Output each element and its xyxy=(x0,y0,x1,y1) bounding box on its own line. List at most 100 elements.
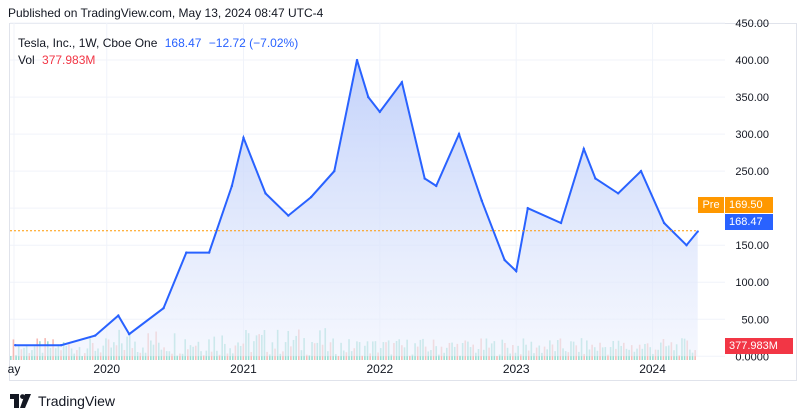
y-tick-label: 100.00 xyxy=(735,277,769,289)
volume-bar xyxy=(369,353,371,360)
y-tick-label: 400.00 xyxy=(735,55,769,67)
volume-bar xyxy=(279,353,282,360)
price-points xyxy=(14,58,699,347)
x-tick-label: ay xyxy=(8,362,21,376)
volume-bar xyxy=(459,355,461,360)
volume-bar xyxy=(231,353,234,360)
legend-volume-row: Vol 377.983M xyxy=(18,53,95,67)
x-tick-label: 2020 xyxy=(93,362,120,376)
volume-bar xyxy=(443,352,445,360)
price-point xyxy=(435,184,438,188)
pre-market-badge: Pre xyxy=(698,197,724,213)
price-point xyxy=(117,314,120,317)
volume-bar xyxy=(390,354,393,360)
price-point xyxy=(355,58,359,62)
volume-bar xyxy=(171,353,173,360)
price-point xyxy=(378,110,382,114)
y-tick-label: 50.00 xyxy=(741,314,769,326)
volume-bar xyxy=(176,355,179,360)
volume-bar xyxy=(337,355,340,360)
volume-bar xyxy=(361,355,364,360)
legend-change: −12.72 (−7.02%) xyxy=(208,36,299,50)
price-point xyxy=(503,258,506,262)
volume-bar xyxy=(181,353,184,360)
y-tick-label: 450.00 xyxy=(735,18,769,30)
volume-bar xyxy=(28,353,31,360)
volume-bar xyxy=(475,352,477,360)
price-point xyxy=(287,214,290,217)
volume-bar xyxy=(144,352,147,360)
volume-bar xyxy=(179,353,181,360)
volume-bar xyxy=(12,339,15,360)
y-tick-label: 150.00 xyxy=(735,240,769,252)
volume-bar xyxy=(509,353,511,360)
volume-bar xyxy=(411,354,414,360)
volume-bar xyxy=(73,353,76,360)
price-point xyxy=(162,306,165,310)
volume-bar xyxy=(83,353,86,360)
legend-last: 168.47 xyxy=(164,36,202,50)
price-point xyxy=(423,177,426,180)
volume-bar xyxy=(226,353,229,360)
price-area xyxy=(15,60,698,357)
price-point xyxy=(309,195,313,199)
price-point xyxy=(264,192,267,195)
y-tick-label: 0.0000 xyxy=(735,351,769,363)
volume-bar xyxy=(218,354,221,360)
volume-bar xyxy=(691,352,694,360)
y-tick-label: 250.00 xyxy=(735,166,769,178)
legend-vol-value: 377.983M xyxy=(42,53,96,67)
price-point xyxy=(333,169,336,173)
price-point xyxy=(207,251,211,254)
price-point xyxy=(582,147,586,151)
x-tick-label: 2024 xyxy=(639,362,666,376)
volume-bar xyxy=(519,354,522,360)
footer-brand-label: TradingView xyxy=(38,393,116,409)
price-point xyxy=(526,206,529,210)
volume-bar xyxy=(498,354,501,360)
volume-bar xyxy=(533,353,535,360)
legend-symbol: Tesla, Inc., 1W, Cboe One xyxy=(18,36,158,50)
pre-market-price-tag: 169.50 xyxy=(725,197,773,213)
volume-bar xyxy=(15,354,17,360)
x-tick-label: 2023 xyxy=(503,362,530,376)
price-point xyxy=(127,332,131,336)
price-point xyxy=(696,230,699,233)
y-axis: 450.00400.00350.00300.00250.00200.00150.… xyxy=(735,18,769,363)
legend-symbol-row: Tesla, Inc., 1W, Cboe One 168.47 −12.72 … xyxy=(18,36,298,50)
volume-bar xyxy=(607,354,609,360)
price-point xyxy=(230,184,234,188)
x-tick-label: 2021 xyxy=(230,362,257,376)
volume-bar xyxy=(268,354,271,360)
volume-bar xyxy=(81,355,83,360)
volume-bar xyxy=(583,353,585,360)
volume-bar xyxy=(496,355,498,360)
volume-bar xyxy=(10,356,12,360)
volume-bar xyxy=(305,354,308,360)
price-point xyxy=(514,269,518,273)
volume-bar xyxy=(139,352,142,360)
volume-bar xyxy=(652,353,654,360)
price-point xyxy=(559,221,563,225)
price-point xyxy=(685,243,688,247)
price-point xyxy=(480,199,484,202)
price-point xyxy=(242,136,245,140)
published-caption: Published on TradingView.com, May 13, 20… xyxy=(8,6,324,20)
volume-bar xyxy=(541,352,543,360)
volume-price-tag: 377.983M xyxy=(725,338,793,354)
price-point xyxy=(185,251,188,254)
legend-vol-label: Vol xyxy=(18,53,35,67)
price-point xyxy=(616,192,620,195)
volume-bar xyxy=(41,352,44,360)
volume-bar xyxy=(335,354,337,360)
x-axis: ay 2020 2021 2022 2023 2024 xyxy=(8,362,667,376)
price-point xyxy=(367,95,370,99)
last-price-tag: 168.47 xyxy=(725,214,773,230)
volume-bar xyxy=(514,352,517,360)
price-point xyxy=(93,334,97,337)
volume-bar xyxy=(678,355,681,360)
y-tick-label: 300.00 xyxy=(735,129,769,141)
footer-brand[interactable]: TradingView xyxy=(10,393,115,409)
price-point xyxy=(639,169,643,173)
